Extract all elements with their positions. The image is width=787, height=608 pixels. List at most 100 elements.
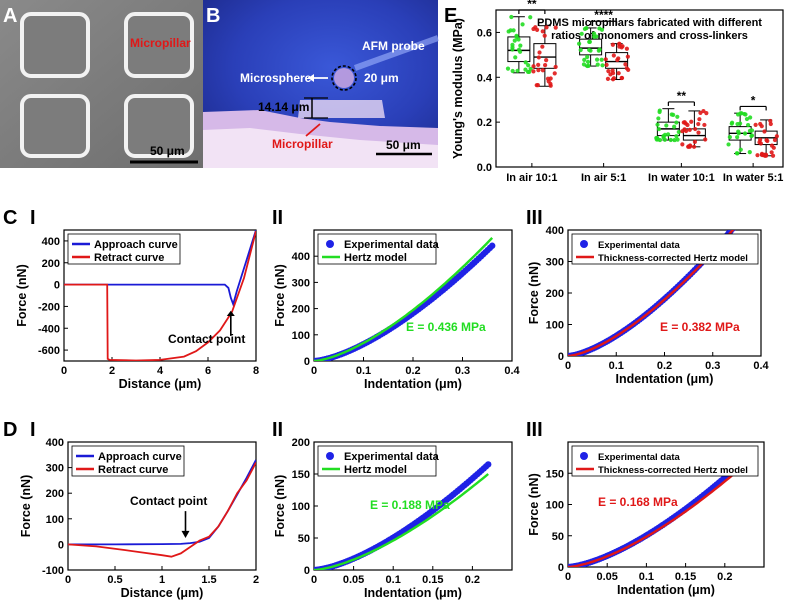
series-d-ii-experimental-markers [314, 461, 492, 570]
panel-letter-c: C [3, 207, 17, 229]
y-tick-label: -600 [38, 345, 60, 357]
data-point [510, 45, 515, 50]
y-tick-label: 400 [546, 225, 564, 237]
data-point [668, 137, 673, 143]
legend-label: Experimental data [598, 452, 681, 463]
data-point [696, 121, 701, 127]
data-point [735, 151, 740, 156]
data-point [531, 69, 536, 74]
y-tick-label: 100 [546, 320, 564, 332]
data-point [620, 44, 625, 49]
data-point [742, 131, 748, 136]
micropillar-label-b: Micropillar [272, 137, 333, 151]
data-point [535, 83, 540, 88]
chart-c-ii: 0 0.1 0.2 0.3 0.4 0 100 200 300 400 Indentation (μ… [273, 229, 521, 391]
modulus-label-d-ii: E = 0.188 MPa [370, 498, 450, 512]
data-point [769, 143, 775, 148]
data-point [769, 150, 774, 155]
x-tick-label: 0.05 [596, 571, 617, 583]
y-tick-label: 200 [46, 488, 64, 500]
legend-label: Retract curve [94, 252, 164, 264]
y-axis-label: Force (nN) [273, 264, 287, 327]
panel-letter-d-ii: II [272, 419, 283, 441]
legend-label: Thickness-corrected Hertz model [598, 253, 748, 264]
legend-d-iii: Experimental data Thickness-corrected Her… [571, 445, 759, 477]
data-point [656, 126, 662, 132]
y-tick-label: 400 [46, 437, 64, 449]
series-line-hertz-model [314, 237, 494, 361]
data-point [657, 109, 662, 115]
modulus-label-c-ii: E = 0.436 MPa [406, 320, 486, 334]
data-point [531, 26, 536, 32]
x-tick-label: In air 10:1 [506, 172, 557, 184]
y-tick-label: 100 [546, 500, 564, 512]
data-point [587, 39, 592, 44]
legend-box [67, 233, 181, 265]
legend-box [317, 445, 437, 477]
micropillar-body [298, 100, 385, 118]
legend-label: Thickness-corrected Hertz model [598, 465, 748, 476]
data-point [610, 68, 615, 73]
x-tick-label: 0.5 [107, 574, 122, 586]
box-green-0 [505, 14, 533, 75]
data-point [585, 54, 590, 60]
x-tick-label: 8 [253, 365, 259, 377]
data-point [606, 69, 611, 74]
data-point [626, 67, 631, 72]
data-point [526, 63, 531, 68]
y-tick-label: 300 [46, 463, 64, 475]
panel-letter-a: A [3, 5, 17, 27]
box-iqr [533, 43, 557, 69]
x-tick-label: 0.3 [705, 360, 720, 372]
data-point [508, 28, 513, 33]
y-axis-label: Force (nN) [19, 475, 33, 538]
data-point [591, 31, 597, 36]
data-point [755, 153, 760, 158]
y-tick-label: -100 [42, 565, 64, 577]
data-point [616, 71, 621, 76]
data-point [536, 62, 541, 67]
data-point [542, 33, 547, 38]
data-point [548, 81, 553, 86]
y-tick-label: 0 [304, 565, 310, 577]
legend-label: Experimental data [344, 239, 440, 251]
data-point [691, 144, 697, 149]
x-axis-label: Indentation (μm) [364, 377, 462, 391]
panel-a-sem-image: A Micropillar 50 μm [0, 0, 203, 168]
data-point [582, 57, 587, 62]
data-point [516, 37, 521, 42]
y-tick-label: 300 [546, 257, 564, 269]
chart-c-i: 0 2 4 6 8 -600 -400 -200 0 200 400 Distance (μm) For… [15, 229, 259, 391]
data-point [624, 46, 629, 51]
data-point [765, 138, 770, 144]
series-d-iii-experimental-markers [568, 460, 744, 567]
data-point [553, 64, 558, 70]
y-tick-label: 50 [552, 531, 564, 543]
y-tick-label: 0 [54, 280, 60, 292]
box-green-2 [654, 108, 681, 143]
x-tick-label: 1.5 [201, 574, 216, 586]
data-point [738, 111, 743, 116]
y-tick-label: 100 [292, 330, 310, 342]
data-point [594, 34, 599, 39]
data-point [697, 117, 702, 122]
y-tick-label: 400 [292, 251, 310, 263]
y-tick-label: 200 [292, 437, 310, 449]
y-tick-label: 150 [546, 468, 564, 480]
y-tick-label: -400 [38, 323, 60, 335]
x-tick-label: 0 [311, 365, 317, 377]
x-tick-label: 0.4 [504, 365, 520, 377]
data-point [518, 43, 523, 48]
afm-probe-arm [353, 35, 440, 71]
y-axis-label: Force (nN) [273, 475, 287, 538]
legend-label: Approach curve [94, 239, 178, 251]
data-point [749, 128, 755, 133]
data-point [610, 42, 615, 47]
y-tick-label: 150 [292, 469, 310, 481]
data-point [674, 120, 679, 125]
data-point [577, 41, 582, 46]
series-line-retract-curve [68, 462, 256, 558]
x-axis-label: Indentation (μm) [364, 586, 462, 600]
micropillar-label-a: Micropillar [130, 36, 191, 50]
